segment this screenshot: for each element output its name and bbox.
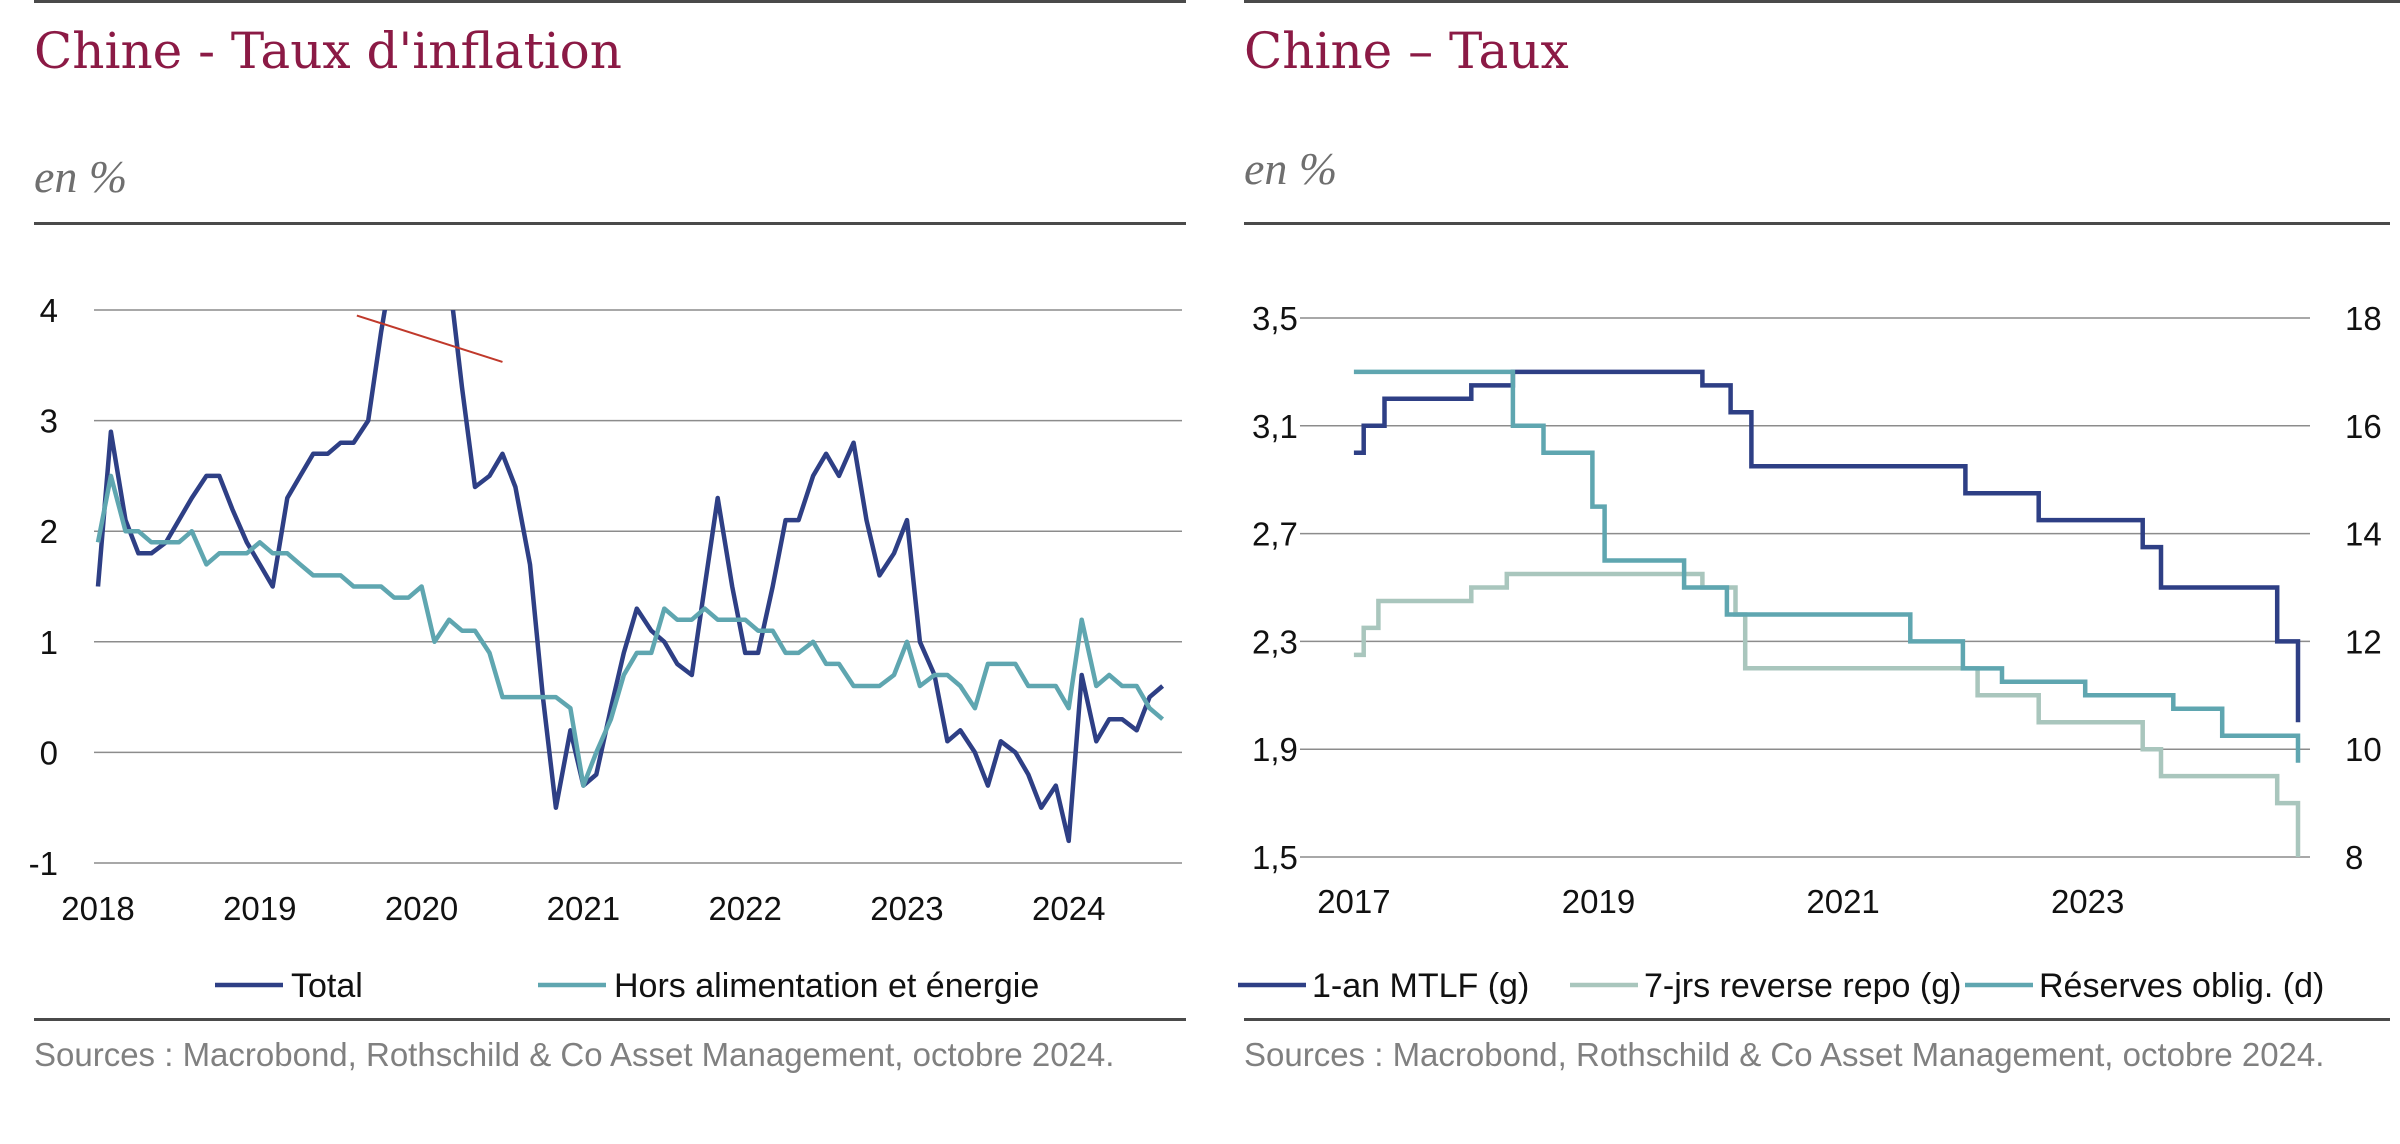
y-tick-label: 1,9 xyxy=(1252,731,1298,768)
x-tick-label: 2017 xyxy=(1317,883,1390,920)
y2-tick-label: 16 xyxy=(2345,408,2382,445)
x-tick-label: 2022 xyxy=(708,890,781,927)
y-tick-label: 1,5 xyxy=(1252,839,1298,876)
y-tick-label: 3 xyxy=(40,403,58,440)
x-tick-label: 2018 xyxy=(61,890,134,927)
y-tick-label: 2,7 xyxy=(1252,516,1298,553)
annotation-line xyxy=(356,314,503,363)
series-line-mtlf xyxy=(1353,369,2301,723)
y-tick-label: 0 xyxy=(40,734,58,771)
y2-tick-label: 14 xyxy=(2345,516,2382,553)
series-line-total xyxy=(95,310,1165,844)
y-tick-label: 3,5 xyxy=(1252,300,1298,337)
series-line-core xyxy=(95,473,1165,788)
x-tick-label: 2019 xyxy=(1562,883,1635,920)
x-tick-label: 2019 xyxy=(223,890,296,927)
x-tick-label: 2020 xyxy=(385,890,458,927)
source-note: Sources : Macrobond, Rothschild & Co Ass… xyxy=(34,1036,1115,1073)
chart-subtitle: en % xyxy=(1244,143,1338,194)
rates-panel: Chine – Taux en % Sources : Macrobond, R… xyxy=(1230,0,2400,1144)
footer-rule xyxy=(1244,1018,2390,1021)
x-tick-label: 2023 xyxy=(870,890,943,927)
legend-label: 1-an MTLF (g) xyxy=(1312,967,1529,1005)
chart-title: Chine – Taux xyxy=(1244,22,1569,80)
top-rule xyxy=(34,0,1186,3)
y-tick-label: -1 xyxy=(29,845,58,882)
header-rule xyxy=(1244,222,2390,225)
header-rule xyxy=(34,222,1186,225)
y2-tick-label: 10 xyxy=(2345,731,2382,768)
legend-label: Réserves oblig. (d) xyxy=(2039,967,2324,1005)
top-rule xyxy=(1244,0,2400,3)
y2-tick-label: 12 xyxy=(2345,623,2382,660)
x-tick-label: 2021 xyxy=(1806,883,1879,920)
series-line-reserves xyxy=(1353,369,2301,763)
rates-chart: 3,5 3,1 2,7 2,3 1,9 1,5 18 16 14 12 10 8 2017 2019 202… xyxy=(1238,300,2382,1005)
chart-subtitle: en % xyxy=(34,151,128,202)
source-note: Sources : Macrobond, Rothschild & Co Ass… xyxy=(1244,1036,2325,1073)
y2-tick-label: 18 xyxy=(2345,300,2382,337)
x-tick-label: 2023 xyxy=(2051,883,2124,920)
y-tick-label: 2 xyxy=(40,513,58,550)
x-tick-label: 2024 xyxy=(1032,890,1105,927)
inflation-panel: Chine - Taux d'inflation en % Sources : … xyxy=(34,0,1186,1073)
legend-label: Total xyxy=(291,967,363,1005)
legend-label: 7-jrs reverse repo (g) xyxy=(1644,967,1961,1005)
y-tick-label: 1 xyxy=(40,624,58,661)
y-tick-label: 3,1 xyxy=(1252,408,1298,445)
y-tick-label: 2,3 xyxy=(1252,623,1298,660)
x-tick-label: 2021 xyxy=(547,890,620,927)
y-tick-label: 4 xyxy=(40,292,58,329)
footer-rule xyxy=(34,1018,1186,1021)
y2-tick-label: 8 xyxy=(2345,839,2363,876)
chart-title: Chine - Taux d'inflation xyxy=(34,22,622,80)
legend-label: Hors alimentation et énergie xyxy=(614,967,1039,1005)
